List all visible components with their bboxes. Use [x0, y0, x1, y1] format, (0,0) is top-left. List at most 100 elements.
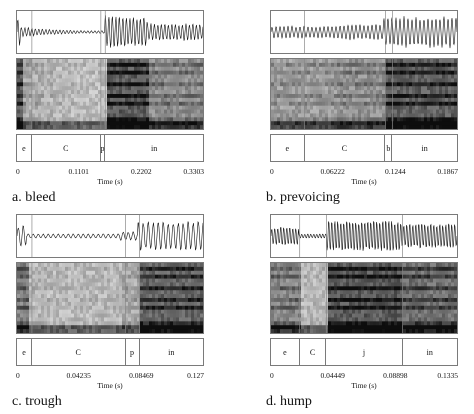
spectrogram-cell: [101, 290, 105, 295]
spectrogram-cell: [445, 270, 449, 276]
spectrogram-cell: [140, 125, 144, 129]
spectrogram-cell: [107, 270, 111, 276]
spectrogram-cell: [152, 62, 156, 68]
spectrogram-cell: [92, 78, 96, 83]
spectrogram-cell: [173, 305, 177, 311]
spectrogram-cell: [44, 301, 48, 307]
spectrogram-cell: [23, 125, 27, 129]
spectrogram-cell: [35, 62, 39, 68]
spectrogram-cell: [409, 117, 413, 122]
spectrogram-cell: [376, 305, 380, 311]
spectrogram-cell: [334, 125, 338, 129]
spectrogram-cell: [403, 97, 407, 103]
spectrogram-cell: [95, 309, 99, 314]
spectrogram-cell: [38, 86, 42, 91]
spectrogram-cell: [406, 101, 410, 107]
spectrogram-cell: [328, 121, 332, 126]
spectrogram-cell: [454, 294, 457, 299]
spectrogram-cell: [185, 325, 189, 330]
spectrogram-cell: [98, 125, 102, 129]
spectrogram-cell: [23, 266, 27, 272]
spectrogram-cell: [343, 325, 347, 330]
spectrogram-cell: [412, 270, 416, 276]
spectrogram-cell: [286, 286, 290, 291]
spectrogram-cell: [74, 301, 78, 307]
spectrogram-cell: [346, 66, 350, 72]
spectrogram-cell: [334, 309, 338, 314]
spectrogram-cell: [29, 101, 33, 107]
spectrogram-cell: [188, 286, 192, 291]
spectrogram-cell: [274, 105, 278, 110]
spectrogram-cell: [430, 313, 434, 318]
spectrogram-cell: [289, 321, 293, 326]
spectrogram-cell: [433, 94, 437, 99]
spectrogram-cell: [445, 278, 449, 283]
spectrogram-cell: [74, 317, 78, 322]
spectrogram-cell: [451, 82, 455, 87]
spectrogram-cell: [445, 294, 449, 299]
spectrogram-cell: [325, 109, 329, 114]
spectrogram-cell: [86, 78, 90, 83]
spectrogram-cell: [74, 282, 78, 287]
spectrogram-cell: [346, 125, 350, 129]
spectrogram-cell: [379, 97, 383, 103]
spectrogram-cell: [397, 329, 401, 333]
spectrogram-cell: [191, 121, 195, 126]
spectrogram-cell: [358, 282, 362, 287]
spectrogram-cell: [35, 317, 39, 322]
spectrogram-cell: [158, 109, 162, 114]
spectrogram-cell: [65, 74, 69, 79]
spectrogram-cell: [104, 266, 108, 272]
spectrogram-cell: [20, 290, 24, 295]
spectrogram-cell: [77, 74, 81, 79]
spectrogram-cell: [149, 286, 153, 291]
spectrogram-cell: [340, 305, 344, 311]
spectrogram-cell: [454, 125, 457, 129]
spectrogram-cell: [292, 66, 296, 72]
spectrogram-cell: [179, 313, 183, 318]
spectrogram-cell: [379, 70, 383, 75]
spectrogram-cell: [376, 121, 380, 126]
spectrogram-cell: [191, 309, 195, 314]
spectrogram-cell: [352, 329, 356, 333]
spectrogram-cell: [376, 321, 380, 326]
spectrogram-cell: [59, 78, 63, 83]
spectrogram-cell: [146, 117, 150, 122]
spectrogram-cell: [35, 82, 39, 87]
spectrogram-cell: [32, 301, 36, 307]
segment-label: C: [305, 135, 386, 161]
spectrogram-cell: [137, 282, 141, 287]
spectrogram-cell: [47, 117, 51, 122]
spectrogram-cell: [44, 121, 48, 126]
spectrogram-cell: [20, 266, 24, 272]
spectrogram-cell: [421, 278, 425, 283]
spectrogram-cell: [116, 263, 120, 268]
spectrogram-cell: [23, 270, 27, 276]
spectrogram-cell: [286, 113, 290, 118]
spectrogram-cell: [394, 309, 398, 314]
spectrogram-cell: [427, 74, 431, 79]
spectrogram-cell: [334, 113, 338, 118]
spectrogram-cell: [409, 321, 413, 326]
spectrogram-cell: [197, 274, 201, 279]
spectrogram-cell: [53, 309, 57, 314]
spectrogram-cell: [448, 321, 452, 326]
spectrogram-cell: [409, 90, 413, 95]
spectrogram-cell: [430, 94, 434, 99]
spectrogram-cell: [295, 74, 299, 79]
spectrogram-cell: [200, 282, 203, 287]
spectrogram-cell: [113, 325, 117, 330]
spectrogram-cell: [382, 121, 386, 126]
spectrogram-cell: [454, 78, 457, 83]
spectrogram-cell: [23, 59, 27, 64]
spectrogram-cell: [295, 90, 299, 95]
spectrogram-cell: [418, 62, 422, 68]
spectrogram-cell: [149, 59, 153, 64]
spectrogram-cell: [92, 286, 96, 291]
spectrogram-cell: [295, 321, 299, 326]
spectrogram-cell: [388, 94, 392, 99]
spectrogram-cell: [424, 282, 428, 287]
spectrogram-cell: [59, 66, 63, 72]
spectrogram-cell: [134, 321, 138, 326]
spectrogram-cell: [164, 321, 168, 326]
